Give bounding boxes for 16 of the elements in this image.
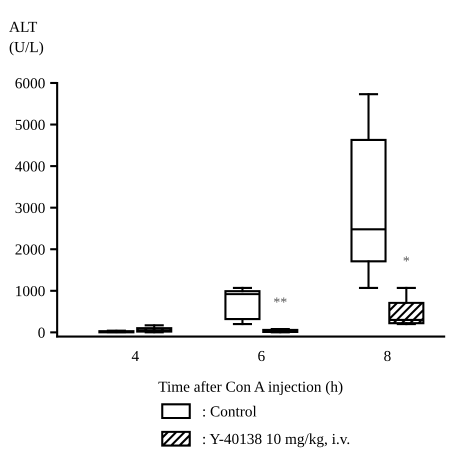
y-axis-title: ALT (U/L) <box>9 22 44 56</box>
x-tick-label: 4 <box>132 350 139 362</box>
legend-label: : Y-40138 10 mg/kg, i.v. <box>203 433 350 448</box>
x-tick-label: 6 <box>258 350 265 362</box>
y-tick-label: 3000 <box>16 202 45 214</box>
annotation: * <box>404 256 410 262</box>
y-tick-label: 4000 <box>15 161 45 172</box>
y-tick-label: 2000 <box>15 244 45 255</box>
annotation: ** <box>274 298 287 303</box>
y-tick-label: 1000 <box>16 286 45 296</box>
legend-label: : Control <box>203 406 256 417</box>
x-axis-title: Time after Con A injection (h) <box>158 380 342 395</box>
y-tick-label: 6000 <box>15 78 45 88</box>
y-tick-label: 5000 <box>16 120 45 130</box>
y-tick-label: 0 <box>38 328 45 338</box>
x-tick-label: 8 <box>384 350 391 362</box>
